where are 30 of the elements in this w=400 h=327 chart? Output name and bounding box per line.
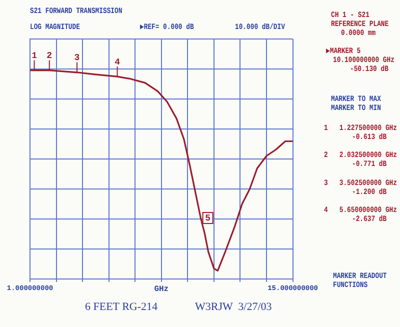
text: -1.200 dB (352, 188, 387, 197)
text: ▶MARKER 5 (326, 47, 361, 56)
annotation: 3 (74, 53, 80, 64)
text: MARKER READOUT (333, 272, 387, 281)
text: 1 1.227500000 GHz (324, 124, 397, 133)
annotation: 1 (32, 51, 38, 62)
text: -0.613 dB (352, 133, 387, 142)
text: REFERENCE PLANE (331, 20, 389, 29)
text: MARKER TO MAX (331, 95, 381, 104)
chart-title: S21 FORWARD TRANSMISSION (30, 7, 122, 16)
text: 0.0000 mm (341, 29, 376, 38)
text: CH 1 - S21 (331, 11, 370, 20)
text: 10.000 dB/DIV (235, 23, 285, 32)
text: 3 3.502500000 GHz (324, 179, 397, 188)
text: 6 FEET RG-214 (85, 301, 158, 313)
text: -0.771 dB (352, 160, 387, 169)
text: 10.100000000 GHz (333, 56, 394, 65)
annotation: 4 (114, 57, 121, 68)
text: -2.637 dB (352, 215, 387, 224)
text: -50.130 dB (350, 65, 388, 74)
annotation: 2 (46, 51, 52, 62)
chart-subtitle: LOG MAGNITUDE (30, 23, 80, 32)
text: MARKER TO MIN (331, 104, 381, 113)
text: 2 2.032500000 GHz (324, 151, 397, 160)
x-axis-title: GHz (154, 285, 169, 294)
text: ▶REF= 0.000 dB (140, 23, 194, 32)
text: FUNCTIONS (333, 281, 368, 290)
text: W3RJW 3/27/03 (195, 301, 272, 313)
annotation: 5 (205, 214, 211, 224)
text: 4 5.650000000 GHz (324, 206, 397, 215)
